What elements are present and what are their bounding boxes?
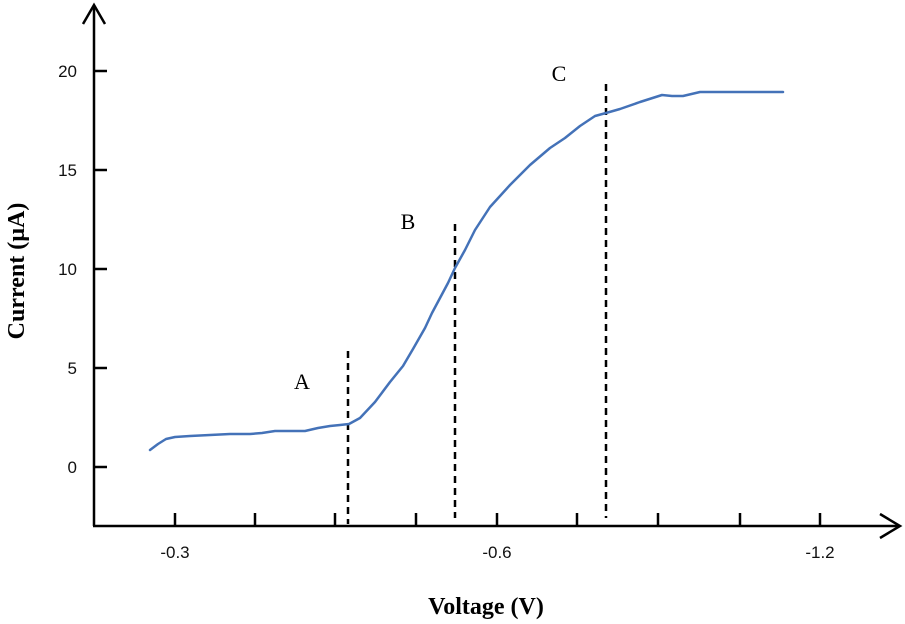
y-axis-arrow-icon <box>81 2 107 25</box>
x-axis-arrow-icon <box>879 512 903 540</box>
x-tick-neg-0-6: -0.6 <box>482 543 511 562</box>
annotation-a: A <box>294 369 310 394</box>
x-tick-neg-0-3: -0.3 <box>160 543 189 562</box>
y-tick-10: 10 <box>58 260 77 279</box>
x-tick-neg-1-2: -1.2 <box>805 543 834 562</box>
x-axis-title: Voltage (V) <box>428 594 544 620</box>
y-tick-5: 5 <box>68 359 77 378</box>
annotation-b: B <box>401 209 416 234</box>
y-axis-title: Current (µA) <box>4 203 30 340</box>
annotation-c: C <box>552 61 567 86</box>
y-axis: 20 15 10 5 0 <box>58 2 107 526</box>
y-tick-0: 0 <box>68 458 77 477</box>
marker-lines <box>346 84 608 524</box>
current-voltage-curve <box>148 90 785 452</box>
y-tick-20: 20 <box>58 62 77 81</box>
y-tick-15: 15 <box>58 161 77 180</box>
x-axis: -0.3 -0.6 -1.2 <box>93 512 903 562</box>
